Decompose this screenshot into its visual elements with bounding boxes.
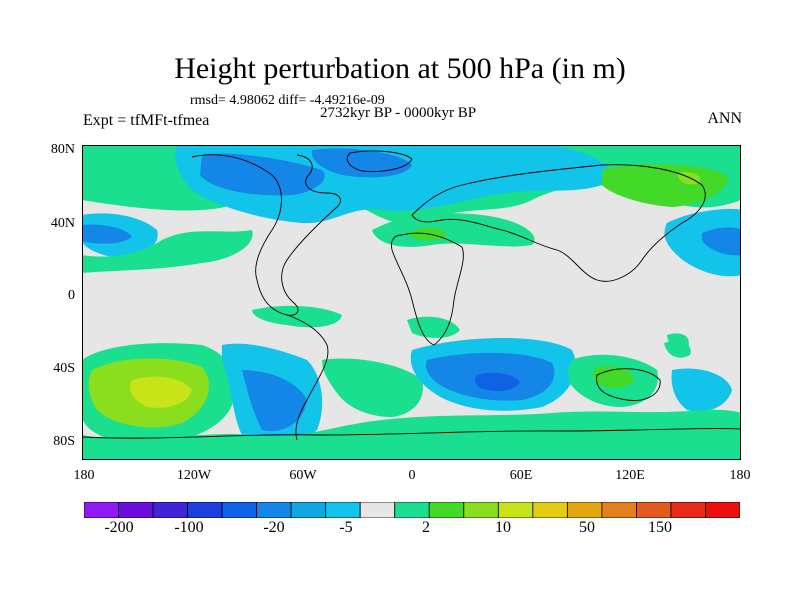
colorbar-box-12 [497,502,534,518]
colorbar-box-11 [463,502,499,518]
colorbar-box-13 [532,502,568,518]
contour-positive-africa-south [407,316,460,338]
colorbar [84,502,740,518]
map-frame [82,145,741,460]
colorbar-label-10: 10 [495,519,511,536]
south-america-outline [286,314,329,441]
contour-positive-samerica [252,305,342,328]
lat-tick-80n: 80N [50,142,75,157]
colorbar-box-16 [636,502,672,518]
lat-tick-80s: 80S [53,434,75,449]
period-subtitle: 2732kyr BP - 0000kyr BP [320,105,477,121]
colorbar-label-neg5: -5 [339,519,353,536]
experiment-label: Expt = tfMFt-tfmea [83,112,210,129]
contour-positive-mideast-core [407,227,447,241]
colorbar-box-10 [428,502,465,518]
colorbar-label-50: 50 [579,519,595,536]
colorbar-box-17 [670,502,706,518]
australia-outline [596,368,661,401]
colorbar-label-150: 150 [648,519,672,536]
coastlines [82,150,741,441]
antarctica-outline [82,427,741,439]
colorbar-box-5 [256,502,292,518]
colorbar-box-3 [187,502,223,518]
contour-positive-mideast [372,213,535,247]
contour-negative-npac-west-core [82,224,132,244]
colorbar-box-2 [152,502,188,518]
lat-tick-0: 0 [68,288,75,303]
colorbar-label-neg100: -100 [174,519,204,536]
contour-negative-indian-core [475,372,520,391]
contour-negative-npac-east [664,208,741,277]
colorbar-label-neg20: -20 [263,519,285,536]
colorbar-box-14 [566,502,603,518]
lon-tick-0: 0 [408,468,416,483]
chart-title: Height perturbation at 500 hPa (in m) [174,52,626,85]
season-label: ANN [707,110,742,127]
colorbar-box-4 [221,502,258,518]
contour-negative-arctic-core [200,153,325,196]
colorbar-label-2: 2 [422,519,430,536]
colorbar-box-8 [359,502,396,518]
contour-positive-nz [664,340,691,358]
africa-outline [391,232,464,346]
contour-negative-se-pacific [671,368,732,412]
colorbar-label-neg200: -200 [104,519,134,536]
contour-positive-satlantic [322,358,423,417]
contour-positive-australia-core [593,365,634,388]
colorbar-box-18 [705,502,740,518]
colorbar-box-15 [601,502,637,518]
lon-tick-120e: 120E [615,468,645,483]
north-america-outline [191,154,341,316]
greenland-outline [346,150,413,172]
colorbar-box-7 [325,502,361,518]
lon-tick-120w: 120W [176,468,212,483]
contour-positive-spacific-core [130,376,192,408]
rmsd-diff-stats: rmsd= 4.98062 diff= -4.49216e-09 [190,93,385,108]
colorbar-box-0 [84,502,119,518]
eurasia-outline [411,164,706,282]
lon-tick-60w: 60W [289,468,317,483]
lon-tick-60e: 60E [509,468,533,483]
lat-tick-40s: 40S [53,361,75,376]
contour-positive-npac-strip [82,230,253,273]
contour-map [82,145,741,460]
colorbar-box-6 [290,502,327,518]
lat-tick-40n: 40N [50,216,75,231]
contour-negative-spacific-core [242,370,307,432]
contour-negative-npac-east-core [702,227,741,256]
contour-positive-antarctic [82,409,741,460]
lon-tick-180e: 180 [729,468,751,483]
colorbar-box-9 [394,502,430,518]
colorbar-box-1 [118,502,154,518]
lon-tick-180w: 180 [73,468,95,483]
